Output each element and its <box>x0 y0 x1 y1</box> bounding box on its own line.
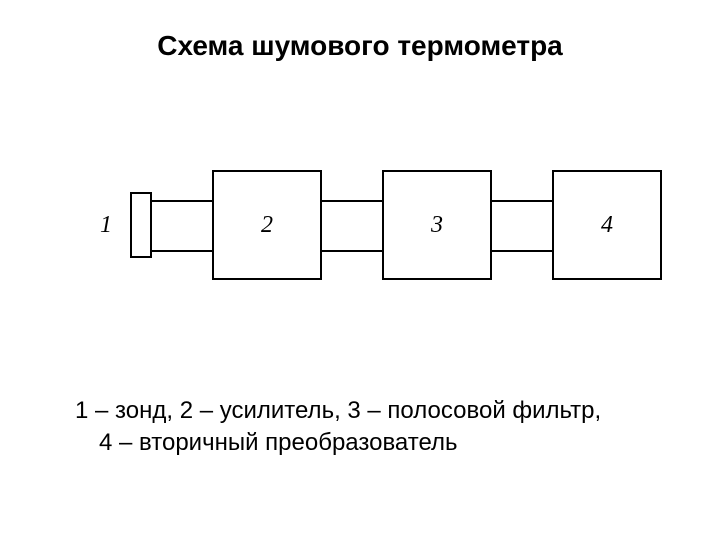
legend-line-2: 4 – вторичный преобразователь <box>75 427 675 459</box>
block-3-bandpass-filter: 3 <box>382 170 492 280</box>
connector-3-4-top <box>492 200 552 202</box>
page-root: Схема шумового термометра 1 2 3 4 1 – зо… <box>0 0 720 540</box>
legend: 1 – зонд, 2 – усилитель, 3 – полосовой ф… <box>75 395 675 460</box>
legend-line-1: 1 – зонд, 2 – усилитель, 3 – полосовой ф… <box>75 395 675 427</box>
connector-1-2-top <box>152 200 212 202</box>
block-2-amplifier: 2 <box>212 170 322 280</box>
block-4-secondary-transducer: 4 <box>552 170 662 280</box>
block-1-probe <box>130 192 152 258</box>
connector-2-3-top <box>322 200 382 202</box>
connector-1-2-bottom <box>152 250 212 252</box>
page-title: Схема шумового термометра <box>0 30 720 62</box>
connector-2-3-bottom <box>322 250 382 252</box>
block-4-label: 4 <box>601 212 613 239</box>
block-diagram: 1 2 3 4 <box>0 170 720 300</box>
connector-3-4-bottom <box>492 250 552 252</box>
block-3-label: 3 <box>431 212 443 239</box>
block-2-label: 2 <box>261 212 273 239</box>
block-1-external-label: 1 <box>100 212 112 239</box>
